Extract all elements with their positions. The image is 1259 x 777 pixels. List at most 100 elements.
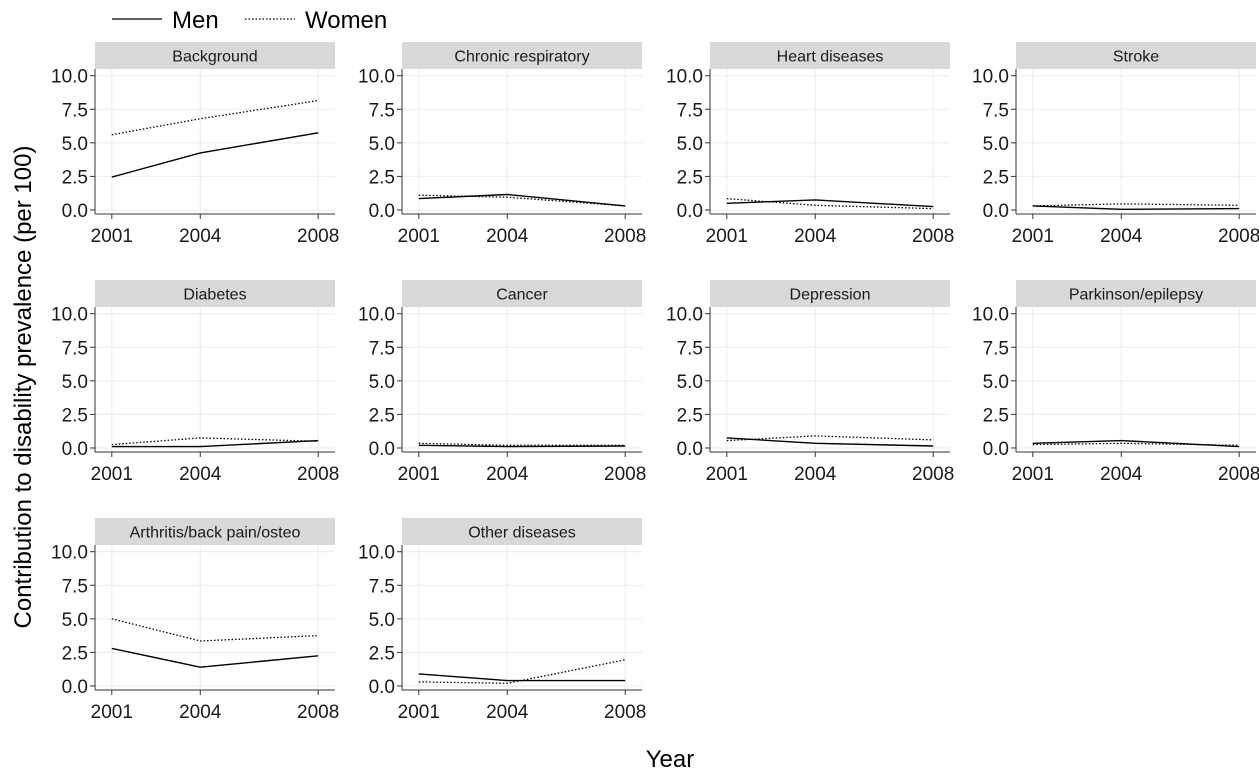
panel-title: Parkinson/epilepsy: [1069, 287, 1203, 304]
y-tick-label: 2.5: [369, 167, 395, 188]
y-tick-label: 7.5: [62, 100, 88, 121]
x-tick-label: 2004: [794, 464, 837, 485]
panel-strip: [1016, 42, 1256, 69]
series-line-men: [726, 199, 934, 208]
x-tick-label: 2001: [91, 226, 133, 247]
x-tick-label: 2001: [398, 702, 440, 723]
x-tick-label: 2004: [486, 464, 529, 485]
x-tick-label: 2004: [1100, 226, 1143, 247]
x-tick-label: 2008: [604, 464, 646, 485]
y-tick-label: 7.5: [983, 100, 1009, 121]
x-tick-label: 2004: [179, 226, 222, 247]
y-tick-label: 10.0: [666, 305, 703, 326]
panel-9: Arthritis/back pain/osteo 0.0 2.5 5.0 7.5 10.…: [51, 518, 339, 723]
x-tick-label: 2008: [1218, 464, 1259, 485]
panel-8: Parkinson/epilepsy 0.0 2.5 5.0 7.5 10.0 2001 20…: [972, 280, 1259, 485]
panel-title: Depression: [790, 287, 871, 304]
panel-1: Background 0.0 2.5 5.0 7.5 10.0 2001 2004 2008: [51, 42, 339, 247]
series-line-men: [418, 444, 626, 448]
y-tick-label: 10.0: [666, 67, 703, 88]
panel-strip: [710, 42, 950, 69]
legend-label-men: Men: [172, 7, 219, 34]
panel-2: Chronic respiratory 0.0 2.5 5.0 7.5 10.0 2001 2…: [358, 42, 646, 247]
x-tick-label: 2001: [398, 464, 440, 485]
panel-6: Cancer 0.0 2.5 5.0 7.5 10.0 2001 2004 2008: [358, 280, 646, 485]
series-line-women: [418, 442, 626, 446]
y-tick-label: 2.5: [983, 405, 1009, 426]
series-line-women: [1032, 203, 1240, 207]
series-line-men: [1032, 205, 1240, 211]
y-tick-label: 5.0: [62, 610, 88, 631]
y-tick-label: 2.5: [62, 405, 88, 426]
panel-5: Diabetes 0.0 2.5 5.0 7.5 10.0 2001 2004 2008: [51, 280, 339, 485]
y-tick-label: 0.0: [677, 201, 703, 222]
y-tick-label: 0.0: [369, 439, 395, 460]
panel-3: Heart diseases 0.0 2.5 5.0 7.5 10.0 2001 2004 20…: [666, 42, 954, 247]
y-tick-label: 2.5: [62, 167, 88, 188]
y-tick-label: 7.5: [677, 100, 703, 121]
legend: Men Women: [112, 7, 387, 34]
panel-strip: [95, 518, 335, 545]
y-tick-label: 10.0: [358, 543, 395, 564]
x-tick-label: 2008: [1218, 226, 1259, 247]
series-line-women: [418, 194, 626, 207]
panel-7: Depression 0.0 2.5 5.0 7.5 10.0 2001 2004 2008: [666, 280, 954, 485]
y-tick-label: 5.0: [369, 134, 395, 155]
y-tick-label: 7.5: [62, 338, 88, 359]
series-line-women: [1032, 442, 1240, 446]
y-tick-label: 0.0: [62, 677, 88, 698]
y-tick-label: 0.0: [677, 439, 703, 460]
panel-strip: [402, 42, 642, 69]
series-line-men: [111, 132, 319, 178]
y-tick-label: 10.0: [51, 305, 88, 326]
y-tick-label: 7.5: [369, 576, 395, 597]
panel-strip: [710, 280, 950, 307]
x-tick-label: 2001: [398, 226, 440, 247]
x-tick-label: 2001: [1012, 464, 1054, 485]
y-tick-label: 0.0: [369, 677, 395, 698]
series-line-men: [418, 193, 626, 207]
panel-strip: [95, 280, 335, 307]
y-tick-label: 2.5: [983, 167, 1009, 188]
y-tick-label: 7.5: [369, 338, 395, 359]
x-tick-label: 2008: [604, 702, 646, 723]
y-tick-label: 2.5: [62, 643, 88, 664]
panel-strip: [402, 280, 642, 307]
y-tick-label: 7.5: [62, 576, 88, 597]
x-tick-label: 2004: [794, 226, 837, 247]
y-tick-label: 7.5: [677, 338, 703, 359]
y-tick-label: 5.0: [369, 610, 395, 631]
panel-title: Arthritis/back pain/osteo: [130, 525, 301, 542]
series-line-women: [726, 435, 934, 442]
series-line-women: [111, 618, 319, 642]
y-tick-label: 10.0: [51, 67, 88, 88]
y-tick-label: 10.0: [972, 67, 1009, 88]
panel-4: Stroke 0.0 2.5 5.0 7.5 10.0 2001 2004 2008: [972, 42, 1259, 247]
y-tick-label: 5.0: [983, 372, 1009, 393]
y-tick-label: 7.5: [369, 100, 395, 121]
legend-label-women: Women: [305, 7, 387, 34]
series-line-men: [111, 647, 319, 668]
y-tick-label: 2.5: [369, 643, 395, 664]
x-tick-label: 2008: [297, 702, 339, 723]
panel-strip: [402, 518, 642, 545]
x-tick-label: 2004: [179, 464, 222, 485]
panel-strip: [1016, 280, 1256, 307]
y-tick-label: 5.0: [677, 372, 703, 393]
y-tick-label: 0.0: [369, 201, 395, 222]
y-tick-label: 10.0: [972, 305, 1009, 326]
y-axis-title: Contribution to disability prevalence (p…: [10, 146, 37, 629]
x-tick-label: 2001: [706, 226, 748, 247]
series-line-men: [1032, 439, 1240, 448]
panel-strip: [95, 42, 335, 69]
x-tick-label: 2004: [179, 702, 222, 723]
x-tick-label: 2008: [297, 464, 339, 485]
series-line-women: [726, 197, 934, 210]
x-axis-title: Year: [646, 746, 695, 772]
series-line-men: [726, 437, 934, 447]
y-tick-label: 7.5: [983, 338, 1009, 359]
x-tick-label: 2008: [297, 226, 339, 247]
y-tick-label: 0.0: [983, 201, 1009, 222]
